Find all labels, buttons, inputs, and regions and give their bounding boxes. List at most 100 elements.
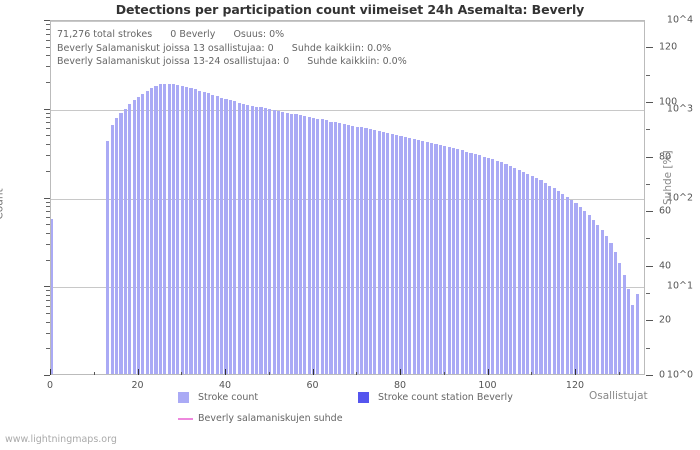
x-axis-minor-tick xyxy=(443,372,445,375)
y-axis-major-tick xyxy=(44,20,50,21)
x-axis-minor-tick xyxy=(181,372,183,375)
bar xyxy=(333,122,337,374)
y-axis-minor-tick xyxy=(46,217,50,219)
bar xyxy=(626,289,631,374)
y-axis-major-tick xyxy=(44,375,50,376)
bar xyxy=(395,135,399,374)
x-axis-tick-label: 20 xyxy=(131,380,144,391)
y-axis-minor-tick xyxy=(46,39,50,41)
legend-swatch-station xyxy=(358,392,369,403)
bar xyxy=(106,141,110,374)
bar xyxy=(136,96,141,374)
bar xyxy=(193,89,197,374)
y-axis-right-minor-tick xyxy=(646,74,650,76)
bar xyxy=(495,160,499,374)
x-axis-minor-tick xyxy=(531,372,533,375)
y-axis-minor-tick xyxy=(46,155,50,157)
bar xyxy=(185,86,189,374)
y-axis-right-tick-label: 60 xyxy=(659,205,672,217)
bar xyxy=(307,116,311,374)
bar xyxy=(600,229,604,374)
bar xyxy=(473,154,477,374)
bar xyxy=(263,108,267,374)
bar xyxy=(228,100,232,374)
x-axis-minor-tick xyxy=(356,372,358,375)
legend-label-ratio: Beverly salamaniskujen suhde xyxy=(198,413,343,424)
bar xyxy=(491,159,495,374)
watermark: www.lightningmaps.org xyxy=(5,434,117,445)
bar xyxy=(154,85,158,374)
y-axis-minor-tick xyxy=(46,348,50,350)
bar xyxy=(123,108,127,374)
y-axis-minor-tick xyxy=(46,33,50,35)
y-axis-right-minor-tick xyxy=(646,238,650,240)
bar xyxy=(255,106,259,374)
bar xyxy=(167,84,171,374)
bar xyxy=(355,126,359,374)
y-axis-right-major-tick xyxy=(646,375,653,376)
y-axis-minor-tick xyxy=(46,55,50,57)
bar xyxy=(386,132,390,374)
bar xyxy=(412,138,416,374)
bar xyxy=(539,180,543,374)
y-axis-right-tick-label: 120 xyxy=(659,41,678,53)
y-axis-minor-tick xyxy=(46,305,50,307)
bar xyxy=(425,141,429,374)
y-axis-minor-tick xyxy=(46,24,50,26)
bar xyxy=(605,235,609,374)
y-axis-right-tick-label: 20 xyxy=(659,314,672,326)
x-axis-tick-label: 100 xyxy=(478,380,497,391)
bar xyxy=(180,85,184,374)
x-axis-major-tick xyxy=(487,369,489,375)
bar xyxy=(500,162,504,374)
bar xyxy=(513,167,517,374)
y-axis-minor-tick xyxy=(46,144,50,146)
x-axis-minor-tick xyxy=(93,372,95,375)
bar xyxy=(141,93,145,374)
bar xyxy=(421,141,425,374)
bar xyxy=(115,118,119,374)
bar xyxy=(285,112,289,374)
y-axis-minor-tick xyxy=(46,117,50,119)
info-line-13: Beverly Salamaniskut joissa 13 osallistu… xyxy=(57,42,392,54)
y-axis-left xyxy=(0,0,48,450)
y-axis-minor-tick xyxy=(46,224,50,226)
y-axis-major-tick xyxy=(44,108,50,110)
y-axis-minor-tick xyxy=(46,28,50,30)
bar xyxy=(381,132,386,374)
bar xyxy=(290,113,294,374)
info-line-total: 71,276 total strokes 0 Beverly Osuus: 0% xyxy=(57,29,285,40)
y-axis-minor-tick xyxy=(46,243,50,245)
bar xyxy=(556,190,561,374)
x-axis-tick-label: 80 xyxy=(393,380,407,391)
legend-label-stroke-count: Stroke count xyxy=(198,392,259,403)
bar xyxy=(224,99,228,374)
bar xyxy=(570,199,574,374)
bar xyxy=(150,87,154,374)
gridline xyxy=(51,109,644,111)
y-axis-right-tick-label: 100 xyxy=(659,96,678,108)
y-axis-right-tick-label: 0 xyxy=(659,369,666,381)
bar xyxy=(526,173,530,374)
y-axis-minor-tick xyxy=(46,112,50,114)
bar xyxy=(325,120,329,374)
info-line-13-24: Beverly Salamaniskut joissa 13-24 osalli… xyxy=(57,56,407,67)
bar xyxy=(478,155,482,374)
bar xyxy=(311,117,316,374)
bar xyxy=(272,110,276,374)
y-axis-minor-tick xyxy=(46,332,50,334)
bar xyxy=(364,128,368,374)
bar xyxy=(482,156,486,374)
bar xyxy=(360,127,364,374)
y-axis-minor-tick xyxy=(46,211,50,213)
bar xyxy=(486,157,491,374)
bar xyxy=(119,112,123,374)
bar xyxy=(220,97,224,374)
bar xyxy=(259,107,263,374)
bar xyxy=(373,130,377,374)
bar xyxy=(408,138,412,374)
bar xyxy=(635,293,639,374)
plot-area xyxy=(50,20,645,375)
x-axis-tick-label: 120 xyxy=(565,380,585,391)
